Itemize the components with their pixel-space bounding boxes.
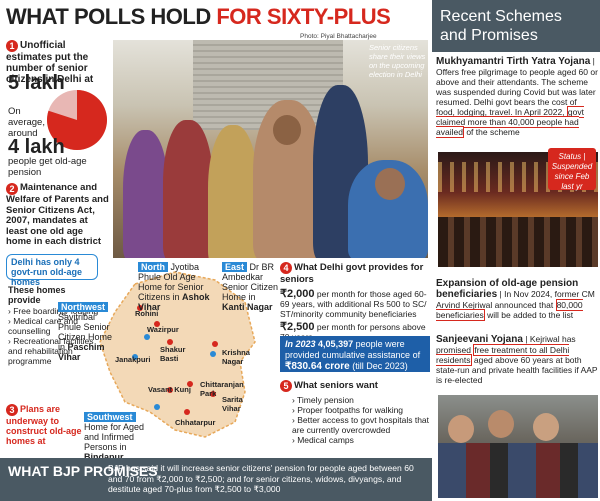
govt-homes-pill: Delhi has only 4 govt-run old-age homes <box>6 254 98 287</box>
want-item: › Timely pension <box>292 395 354 405</box>
region-northwest: Northwest Savitribai Phule Senior Citize… <box>58 302 113 362</box>
want-list: › Timely pension › Proper footpaths for … <box>280 395 432 445</box>
place-label: Shakur Basti <box>160 345 186 363</box>
estimate-value: 5 lakh <box>8 72 65 94</box>
photo-credit: Photo: Piyal Bhattacharjee <box>300 33 377 40</box>
delhi-map <box>99 271 256 438</box>
plan-marker <box>187 381 193 387</box>
seniors-photo <box>113 40 428 258</box>
place-label: Krishna Nagar <box>222 348 250 366</box>
title-part-2: FOR SIXTY-PLUS <box>216 4 391 29</box>
region-southwest: Southwest Home for Aged and Infirmed Per… <box>84 412 145 462</box>
plan-marker <box>167 339 173 345</box>
scheme-2: Expansion of old-age pension beneficiari… <box>436 278 595 321</box>
plan-marker <box>167 387 173 393</box>
average-prefix: On average, around <box>8 106 45 139</box>
estimate-text: Unofficial estimates put the number of s… <box>6 40 94 85</box>
plan-marker <box>154 321 160 327</box>
plans-text: Plans are underway to construct old-age … <box>6 404 82 446</box>
scheme-3: Sanjeevani Yojana | Kejriwal has promise… <box>436 334 598 385</box>
pension-text: people get old-age pension <box>8 156 87 178</box>
status-badge: Status | Suspended since Feb last yr <box>548 148 596 191</box>
place-label: Sarita Vihar <box>222 395 243 413</box>
plan-marker <box>210 391 216 397</box>
place-label: Chittaranjan Park <box>200 380 244 398</box>
place-label: Janakpuri <box>115 355 151 364</box>
plan-marker <box>212 341 218 347</box>
want-item: › Medical camps <box>292 435 354 445</box>
home-marker <box>144 334 150 340</box>
want-item: › Proper footpaths for walking <box>292 405 404 415</box>
assistance-box: In 2023 4,05,397 people were provided cu… <box>280 336 430 372</box>
provide-item: › Free boarding/ lodging <box>8 306 99 316</box>
home-marker <box>210 351 216 357</box>
plan-marker <box>184 409 190 415</box>
number-badge-2: 2 <box>6 183 18 195</box>
place-label: Wazirpur <box>147 325 179 334</box>
page-title: WHAT POLLS HOLD FOR SIXTY-PLUS <box>6 2 426 32</box>
region-north: North Jyotiba Phule Old Age Home for Sen… <box>138 262 210 312</box>
provide-item: › Recreational facilities and rehabilita… <box>8 336 94 366</box>
title-part-1: WHAT POLLS HOLD <box>6 4 217 29</box>
want-heading: 5 What seniors want <box>280 380 432 392</box>
bjp-promises-banner: WHAT BJP PROMISES BJP has said it will i… <box>0 458 432 501</box>
seniors-want-block: 5 What seniors want › Timely pension › Pr… <box>280 380 432 445</box>
schemes-heading: Recent Schemes and Promises <box>432 0 600 52</box>
govt-item-a: ₹2,000 per month for those aged 60-69 ye… <box>280 288 427 320</box>
scheme-3-photo <box>438 395 598 498</box>
delhi-map-outline <box>99 271 256 438</box>
provide-heading: These homes provide <box>8 285 66 305</box>
govt-heading: 4 What Delhi govt provides for seniors <box>280 262 424 285</box>
pie-slice-pension <box>46 90 107 150</box>
want-item: › Better access to govt hospitals that a… <box>292 415 430 435</box>
place-label: Rohini <box>135 309 159 318</box>
banner-label: WHAT BJP PROMISES <box>8 463 158 479</box>
photo-caption: Senior citizens share their views on the… <box>369 43 426 79</box>
home-marker <box>154 404 160 410</box>
govt-provides-block: 4 What Delhi govt provides for seniors ₹2… <box>280 262 432 342</box>
act-text: Maintenance and Welfare of Parents and S… <box>6 182 109 247</box>
number-badge-1: 1 <box>6 40 18 52</box>
plan-marker <box>137 305 143 311</box>
place-label: Chhatarpur <box>175 418 216 427</box>
plans-block: 3 Plans are underway to construct old-age… <box>6 404 96 446</box>
home-marker <box>132 354 138 360</box>
region-east: East Dr BR Ambedkar Senior Citizen Home … <box>222 262 279 312</box>
number-badge-3: 3 <box>6 404 18 416</box>
pension-pie-chart <box>46 90 107 150</box>
place-label: Vasant Kunj <box>148 385 191 394</box>
provide-item: › Medical care and counselling <box>8 316 78 336</box>
banner-text: BJP has said it will increase senior cit… <box>108 463 414 494</box>
provide-list: › Free boarding/ lodging › Medical care … <box>8 306 103 366</box>
scheme-1: Mukhyamantri Tirth Yatra Yojana | Offers… <box>436 56 598 138</box>
estimate-block: 1 Unofficial estimates put the number of … <box>6 40 106 85</box>
act-block: 2 Maintenance and Welfare of Parents and … <box>6 182 110 248</box>
pension-value: 4 lakh <box>8 136 65 158</box>
